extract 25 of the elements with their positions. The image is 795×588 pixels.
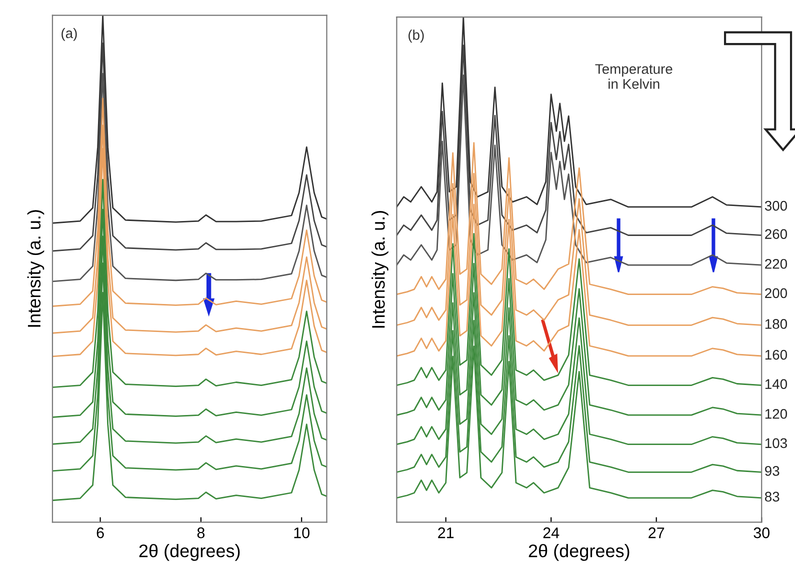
x-axis-title: 2θ (degrees) bbox=[139, 544, 240, 561]
series-label: 200 bbox=[765, 288, 788, 298]
series-label: 260 bbox=[765, 229, 788, 239]
x-tick-label: 27 bbox=[648, 527, 664, 538]
x-tick-label: 24 bbox=[543, 527, 560, 538]
series-label: 83 bbox=[764, 492, 780, 502]
series-label: 160 bbox=[765, 350, 788, 360]
series-label: 140 bbox=[765, 379, 788, 389]
series-label: 300 bbox=[764, 200, 788, 211]
x-tick-label: 10 bbox=[294, 527, 310, 538]
series-label: 120 bbox=[765, 408, 788, 419]
series-label: 93 bbox=[765, 466, 780, 476]
series-label: 180 bbox=[765, 319, 788, 329]
series-label: 220 bbox=[765, 258, 788, 269]
x-axis-title: 2θ (degrees) bbox=[528, 544, 630, 561]
y-axis-title: Intensity (a. u.) bbox=[372, 211, 388, 328]
annotation: (a) bbox=[62, 28, 77, 41]
y-axis-title: Intensity (a. u.) bbox=[27, 210, 44, 327]
x-tick-label: 21 bbox=[438, 527, 454, 538]
annotation: Temperature in Kelvin bbox=[595, 64, 672, 89]
x-tick-label: 30 bbox=[754, 527, 770, 538]
x-tick-label: 8 bbox=[197, 527, 205, 538]
annotation: (b) bbox=[408, 30, 424, 43]
series-label: 103 bbox=[765, 438, 787, 448]
x-tick-label: 6 bbox=[96, 527, 104, 538]
